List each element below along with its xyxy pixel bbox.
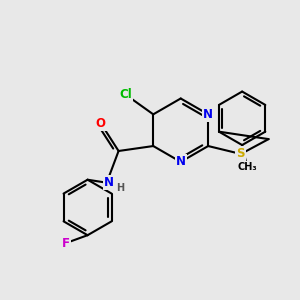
Text: F: F (62, 237, 70, 250)
Text: N: N (104, 176, 114, 189)
Text: H: H (116, 183, 124, 193)
Text: S: S (237, 148, 245, 160)
Text: O: O (96, 117, 106, 130)
Text: N: N (203, 108, 213, 121)
Text: CH₃: CH₃ (237, 162, 257, 172)
Text: Cl: Cl (119, 88, 132, 101)
Text: N: N (176, 155, 186, 168)
